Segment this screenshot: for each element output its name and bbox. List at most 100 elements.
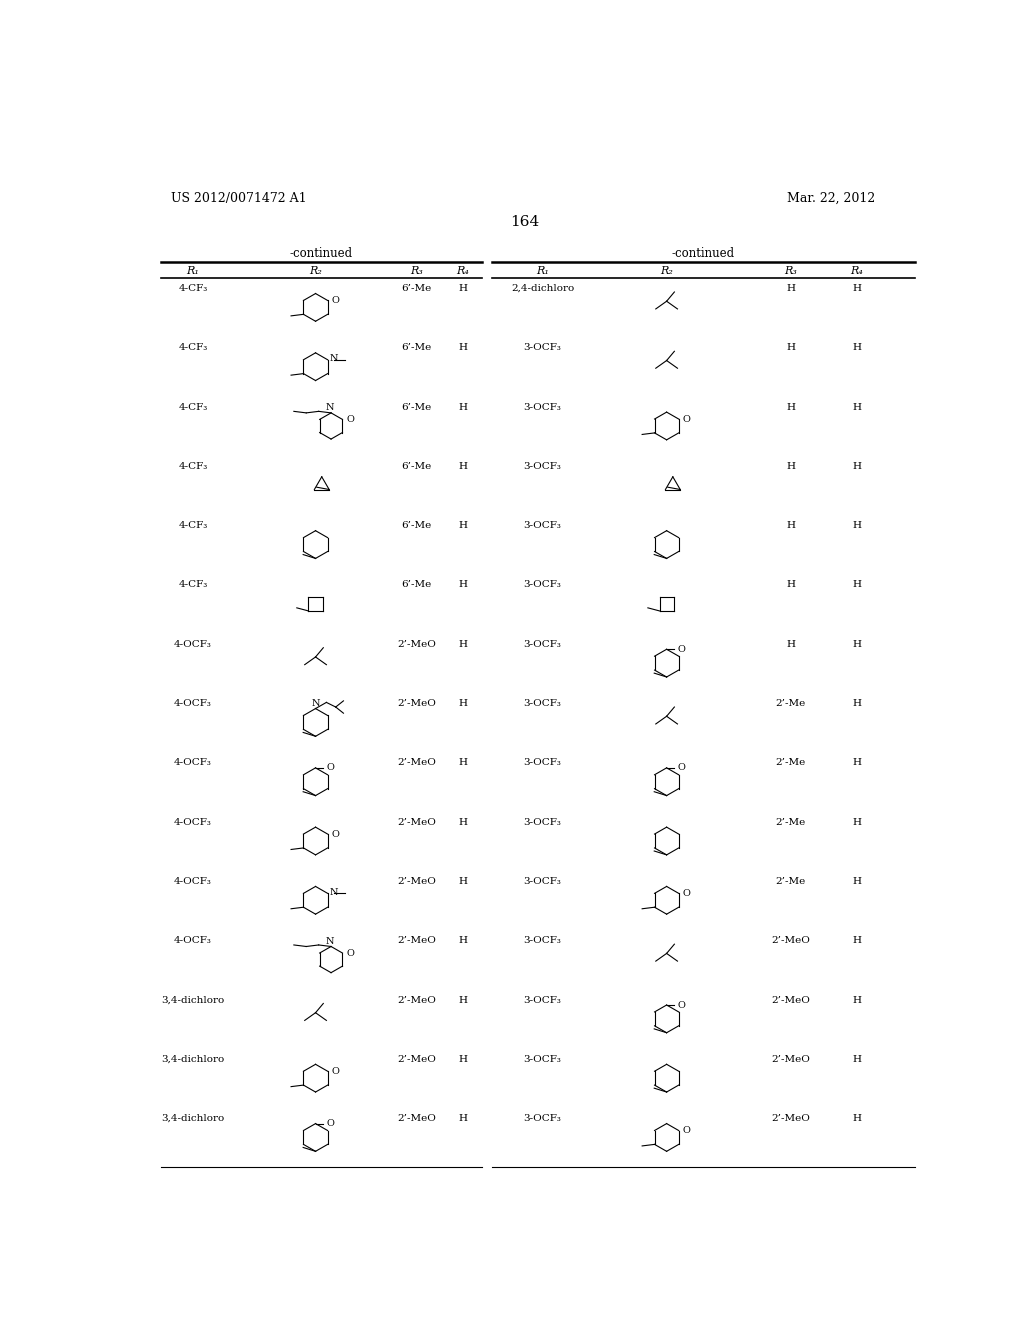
- Text: H: H: [786, 343, 795, 352]
- Text: 3-OCF₃: 3-OCF₃: [523, 1055, 561, 1064]
- Text: H: H: [459, 284, 467, 293]
- Text: H: H: [852, 343, 861, 352]
- Text: H: H: [852, 817, 861, 826]
- Text: H: H: [786, 521, 795, 531]
- Text: H: H: [852, 462, 861, 471]
- Text: 2’-Me: 2’-Me: [775, 759, 806, 767]
- Text: H: H: [852, 995, 861, 1005]
- Text: H: H: [459, 817, 467, 826]
- Text: Mar. 22, 2012: Mar. 22, 2012: [786, 191, 874, 205]
- Text: O: O: [678, 763, 685, 772]
- Text: 4-CF₃: 4-CF₃: [178, 581, 208, 590]
- Text: O: O: [683, 1126, 690, 1135]
- Text: 6’-Me: 6’-Me: [401, 462, 431, 471]
- Text: 4-CF₃: 4-CF₃: [178, 521, 208, 531]
- Text: 4-CF₃: 4-CF₃: [178, 343, 208, 352]
- Text: 4-OCF₃: 4-OCF₃: [174, 936, 212, 945]
- Text: H: H: [459, 581, 467, 590]
- Text: 4-CF₃: 4-CF₃: [178, 462, 208, 471]
- Text: H: H: [852, 521, 861, 531]
- Text: O: O: [332, 829, 339, 838]
- Text: H: H: [786, 284, 795, 293]
- Text: 2’-MeO: 2’-MeO: [397, 936, 436, 945]
- Text: N: N: [330, 355, 339, 363]
- Text: 3-OCF₃: 3-OCF₃: [523, 640, 561, 648]
- Text: 3-OCF₃: 3-OCF₃: [523, 581, 561, 590]
- Text: 4-OCF₃: 4-OCF₃: [174, 817, 212, 826]
- Text: H: H: [459, 462, 467, 471]
- Text: 4-OCF₃: 4-OCF₃: [174, 640, 212, 648]
- Text: R₃: R₃: [784, 265, 797, 276]
- Text: H: H: [459, 403, 467, 412]
- Text: H: H: [459, 1055, 467, 1064]
- Text: 2’-MeO: 2’-MeO: [771, 1114, 810, 1123]
- Text: N: N: [312, 698, 321, 708]
- Text: H: H: [852, 581, 861, 590]
- Text: H: H: [852, 936, 861, 945]
- Text: 4-CF₃: 4-CF₃: [178, 284, 208, 293]
- Text: 2,4-dichloro: 2,4-dichloro: [511, 284, 574, 293]
- Text: 2’-Me: 2’-Me: [775, 817, 806, 826]
- Text: 3-OCF₃: 3-OCF₃: [523, 462, 561, 471]
- Text: 2’-MeO: 2’-MeO: [397, 1055, 436, 1064]
- Text: R₂: R₂: [660, 265, 673, 276]
- Text: 6’-Me: 6’-Me: [401, 521, 431, 531]
- Text: 3-OCF₃: 3-OCF₃: [523, 521, 561, 531]
- Text: H: H: [852, 876, 861, 886]
- Text: US 2012/0071472 A1: US 2012/0071472 A1: [171, 191, 306, 205]
- Text: R₃: R₃: [410, 265, 423, 276]
- Text: R₂: R₂: [309, 265, 322, 276]
- Text: H: H: [852, 1114, 861, 1123]
- Text: R₁: R₁: [537, 265, 549, 276]
- Text: 3-OCF₃: 3-OCF₃: [523, 936, 561, 945]
- Text: -continued: -continued: [672, 247, 735, 260]
- Text: H: H: [459, 700, 467, 708]
- Text: H: H: [459, 1114, 467, 1123]
- Text: N: N: [326, 403, 335, 412]
- Text: H: H: [459, 640, 467, 648]
- Text: 2’-MeO: 2’-MeO: [771, 1055, 810, 1064]
- Text: H: H: [852, 640, 861, 648]
- Text: O: O: [327, 763, 334, 772]
- Text: 3-OCF₃: 3-OCF₃: [523, 700, 561, 708]
- Text: H: H: [852, 1055, 861, 1064]
- Text: R₄: R₄: [850, 265, 863, 276]
- Text: 164: 164: [510, 215, 540, 228]
- Text: H: H: [459, 876, 467, 886]
- Text: O: O: [332, 296, 339, 305]
- Text: 2’-MeO: 2’-MeO: [397, 995, 436, 1005]
- Text: H: H: [786, 462, 795, 471]
- Text: 2’-MeO: 2’-MeO: [397, 1114, 436, 1123]
- Text: 2’-MeO: 2’-MeO: [397, 876, 436, 886]
- Text: 3-OCF₃: 3-OCF₃: [523, 759, 561, 767]
- Text: H: H: [786, 403, 795, 412]
- Text: H: H: [459, 936, 467, 945]
- Text: 6’-Me: 6’-Me: [401, 284, 431, 293]
- Text: 3-OCF₃: 3-OCF₃: [523, 995, 561, 1005]
- Text: 2’-MeO: 2’-MeO: [397, 817, 436, 826]
- Text: 4-OCF₃: 4-OCF₃: [174, 759, 212, 767]
- Text: 3,4-dichloro: 3,4-dichloro: [162, 1114, 224, 1123]
- Text: 4-OCF₃: 4-OCF₃: [174, 700, 212, 708]
- Text: O: O: [678, 1001, 685, 1010]
- Text: 3-OCF₃: 3-OCF₃: [523, 876, 561, 886]
- Text: 4-CF₃: 4-CF₃: [178, 403, 208, 412]
- Text: 6’-Me: 6’-Me: [401, 581, 431, 590]
- Text: R₁: R₁: [186, 265, 200, 276]
- Text: N: N: [326, 937, 335, 945]
- Text: 2’-MeO: 2’-MeO: [397, 640, 436, 648]
- Text: O: O: [327, 1119, 334, 1129]
- Text: 3-OCF₃: 3-OCF₃: [523, 1114, 561, 1123]
- Text: H: H: [852, 403, 861, 412]
- Text: H: H: [786, 581, 795, 590]
- Text: 2’-MeO: 2’-MeO: [397, 700, 436, 708]
- Text: O: O: [683, 414, 690, 424]
- Text: 3,4-dichloro: 3,4-dichloro: [162, 1055, 224, 1064]
- Text: 2’-MeO: 2’-MeO: [397, 759, 436, 767]
- Text: H: H: [786, 640, 795, 648]
- Text: 6’-Me: 6’-Me: [401, 343, 431, 352]
- Text: 3-OCF₃: 3-OCF₃: [523, 403, 561, 412]
- Text: O: O: [678, 644, 685, 653]
- Text: 2’-MeO: 2’-MeO: [771, 995, 810, 1005]
- Text: H: H: [459, 995, 467, 1005]
